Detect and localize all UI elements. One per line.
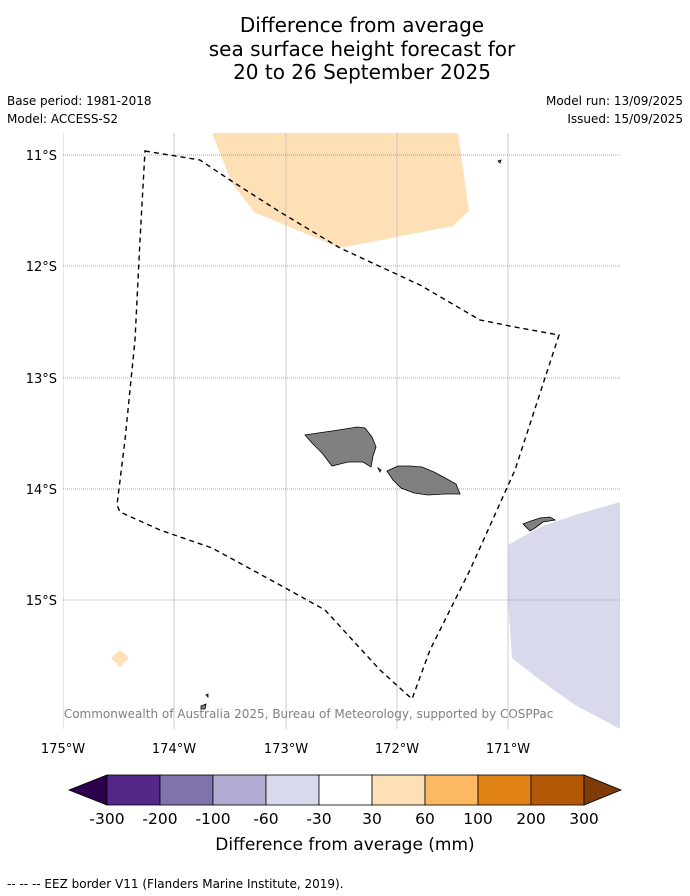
colorbar-low-extension bbox=[67, 774, 108, 806]
colorbar-label: Difference from average (mm) bbox=[215, 835, 474, 855]
colorbar-swatch bbox=[530, 774, 585, 806]
chart-title: Difference from average sea surface heig… bbox=[0, 13, 690, 85]
title-line-3: 20 to 26 September 2025 bbox=[233, 60, 491, 84]
niuafoou-island bbox=[200, 703, 207, 710]
small-islet bbox=[205, 693, 209, 698]
colorbar-swatch bbox=[159, 774, 214, 806]
model-run-text: Model run: 13/09/2025 bbox=[545, 94, 683, 108]
colorbar-tick: 30 bbox=[362, 810, 382, 828]
lat-label: 11°S bbox=[26, 149, 57, 164]
colorbar bbox=[67, 774, 623, 806]
lat-labels: 11°S 12°S 13°S 14°S 15°S bbox=[26, 149, 57, 609]
map-area: © Commonwealth of Australia 2025, Bureau… bbox=[48, 133, 620, 729]
lon-label: 172°W bbox=[375, 742, 419, 757]
colorbar-tick: -300 bbox=[89, 810, 124, 828]
colorbar-tick: 300 bbox=[569, 810, 599, 828]
savaii-island bbox=[304, 426, 377, 468]
colorbar-tick: 60 bbox=[415, 810, 435, 828]
colorbar-tick: -60 bbox=[253, 810, 278, 828]
colorbar-swatch bbox=[424, 774, 479, 806]
upolu-island bbox=[386, 465, 461, 496]
colorbar-tick: -100 bbox=[195, 810, 230, 828]
colorbar-tick: -30 bbox=[306, 810, 331, 828]
swains-island bbox=[497, 159, 502, 164]
lon-label: 174°W bbox=[152, 742, 196, 757]
tutuila-island bbox=[522, 516, 557, 532]
colorbar-tick: -200 bbox=[142, 810, 177, 828]
lon-label: 171°W bbox=[486, 742, 530, 757]
colorbar-swatch bbox=[106, 774, 161, 806]
base-period-text: Base period: 1981-2018 bbox=[7, 94, 152, 108]
colorbar-ticks: -300 -200 -100 -60 -30 30 60 100 200 300 bbox=[89, 810, 598, 828]
positive-anomaly-region bbox=[212, 133, 469, 248]
eez-legend: -- -- -- EEZ border V11 (Flanders Marine… bbox=[7, 877, 344, 891]
lat-label: 14°S bbox=[26, 483, 57, 498]
eez-border bbox=[116, 150, 560, 701]
small-positive-patch bbox=[111, 650, 129, 667]
colorbar-tick: 100 bbox=[463, 810, 493, 828]
colorbar-high-extension bbox=[583, 774, 623, 806]
negative-anomaly-region bbox=[508, 502, 620, 729]
copyright-text: © Commonwealth of Australia 2025, Bureau… bbox=[48, 707, 553, 721]
lat-label: 15°S bbox=[26, 594, 57, 609]
colorbar-swatch bbox=[477, 774, 532, 806]
lon-labels: 175°W 174°W 173°W 172°W 171°W bbox=[41, 742, 530, 757]
lon-gridlines bbox=[63, 133, 509, 729]
lat-label: 13°S bbox=[26, 372, 57, 387]
land-masses bbox=[200, 159, 557, 710]
manono-islet bbox=[376, 466, 382, 473]
issued-text: Issued: 15/09/2025 bbox=[567, 112, 683, 126]
colorbar-tick: 200 bbox=[516, 810, 546, 828]
lat-label: 12°S bbox=[26, 260, 57, 275]
title-line-1: Difference from average bbox=[239, 13, 485, 37]
lat-gridlines bbox=[63, 154, 620, 601]
title-line-2: sea surface height forecast for bbox=[208, 36, 516, 61]
lon-label: 175°W bbox=[41, 742, 85, 757]
lon-label: 173°W bbox=[264, 742, 308, 757]
colorbar-swatch bbox=[265, 774, 320, 806]
colorbar-swatch bbox=[318, 774, 373, 806]
colorbar-swatch bbox=[212, 774, 267, 806]
model-text: Model: ACCESS-S2 bbox=[7, 112, 119, 126]
colorbar-swatch bbox=[371, 774, 426, 806]
